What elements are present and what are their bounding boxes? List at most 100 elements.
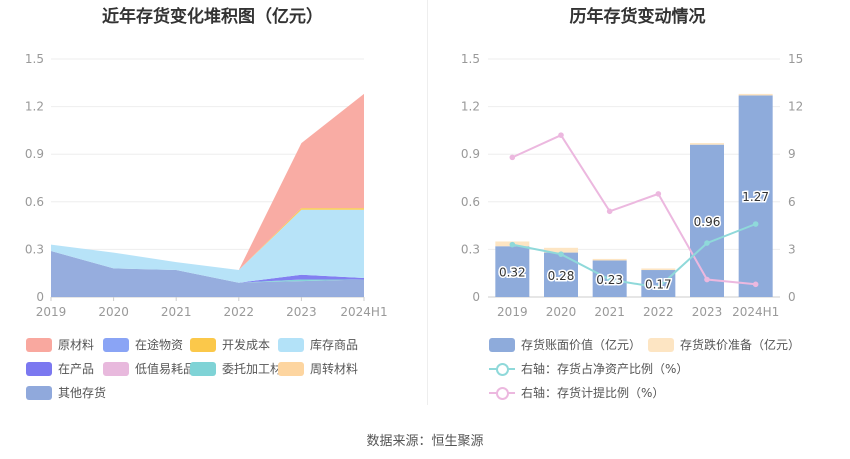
provision-rate-line [511,133,756,286]
bar-data-label: 0.32 [499,266,526,280]
right-x-tick-label: 2024H1 [732,305,779,319]
left-x-tick-label: 2022 [224,305,255,319]
legend-item[interactable]: 库存商品 [278,336,358,353]
provision-rate-point [704,276,710,283]
legend-swatch [26,361,52,376]
legend-item[interactable]: 右轴：存货占净资产比例（%） [489,360,688,377]
provision-rate-point [752,281,759,288]
legend-item[interactable]: 周转材料 [278,360,358,377]
legend-swatch [278,337,304,352]
bar-book-value [641,270,676,297]
bar-data-label: 0.23 [596,273,623,287]
legend-swatch [648,337,674,352]
legend-swatch [489,386,515,400]
inventory-ratio-point [509,241,516,248]
legend-swatch [103,361,129,376]
provision-rate-point [509,154,516,161]
bar-provision [592,258,627,261]
right-x-tick-label: 2019 [497,305,528,319]
right-y2-tick-label: 0 [788,290,796,304]
right-x-tick-label: 2021 [594,305,625,319]
right-y-tick-label: 1.5 [461,52,480,66]
legend-swatch [103,337,129,352]
left-x-tick-label: 2023 [286,305,317,319]
bar-data-label: 0.28 [548,269,575,283]
right-y-tick-label: 0.6 [461,195,480,209]
panel-divider [427,0,428,405]
legend-label: 开发成本 [222,338,271,352]
bar-provision [690,143,724,145]
bar-provision [544,247,578,253]
right-y2-tick-label: 15 [788,52,803,66]
right-y2-tick-label: 9 [788,147,796,161]
legend-label: 库存商品 [310,338,359,352]
bar-book-value [738,95,773,297]
legend-item[interactable]: 原材料 [26,336,94,353]
bar-book-value [690,144,724,297]
legend-swatch [278,361,304,376]
left-y-tick-label: 1.5 [25,52,44,66]
bar-provision [738,93,773,96]
area-原材料 [51,93,364,271]
legend-swatch [489,337,515,352]
legend-item[interactable]: 右轴：存货计提比例（%） [489,384,664,401]
legend-label: 存货跌价准备（亿元） [680,338,801,352]
legend-item[interactable]: 委托加工材料 [190,360,294,377]
left-x-tick-label: 2024H1 [340,305,387,319]
area-其他存货 [51,251,364,297]
left-y-tick-label: 0.3 [25,242,44,256]
legend-label: 在产品 [58,362,95,376]
legend-item[interactable]: 在途物资 [103,336,183,353]
right-y2-tick-label: 6 [788,195,796,209]
left-chart-title: 近年存货变化堆积图（亿元） [102,7,323,27]
legend-swatch [26,385,52,400]
right-x-tick-label: 2022 [643,305,674,319]
left-x-tick-label: 2020 [98,305,129,319]
legend-label: 周转材料 [310,362,359,376]
right-y2-tick-label: 3 [788,242,796,256]
left-y-tick-label: 1.2 [25,100,44,114]
left-x-tick-label: 2021 [161,305,192,319]
legend-item[interactable]: 存货跌价准备（亿元） [648,336,800,353]
area-库存商品 [51,209,364,283]
legend-item[interactable]: 在产品 [26,360,94,377]
provision-rate-point [655,191,662,197]
legend-item[interactable]: 低值易耗品 [103,360,195,377]
inventory-ratio-point [752,221,759,227]
bar-book-value [495,246,530,297]
legend-label: 原材料 [58,338,95,352]
left-y-tick-label: 0.6 [25,195,44,209]
inventory-ratio-point [558,251,564,257]
legend-swatch [190,361,216,376]
legend-label: 在途物资 [135,338,184,352]
right-y-tick-label: 0.9 [461,147,480,161]
provision-rate-point [558,132,564,138]
legend-label: 右轴：存货计提比例（%） [521,386,665,400]
legend-label: 低值易耗品 [135,362,196,376]
legend-swatch [190,337,216,352]
right-x-tick-label: 2023 [692,305,723,319]
right-y-tick-label: 0.3 [461,242,480,256]
right-x-tick-label: 2020 [546,305,577,319]
legend-label: 委托加工材料 [222,362,295,376]
legend-swatch [26,337,52,352]
right-y2-tick-label: 12 [788,100,803,114]
inventory-ratio-line [512,223,757,289]
bar-data-label: 0.17 [645,278,672,292]
area-开发成本 [51,208,364,270]
legend-item[interactable]: 存货账面价值（亿元） [489,336,641,353]
provision-rate-point [606,208,613,215]
bar-data-label: 0.96 [694,215,721,229]
legend-label: 存货账面价值（亿元） [521,338,642,352]
bar-data-label: 1.27 [742,190,769,204]
left-y-tick-label: 0.9 [25,147,44,161]
area-委托加工材料 [51,251,364,283]
legend-item[interactable]: 其他存货 [26,384,106,401]
right-y-tick-label: 0 [472,290,480,304]
legend-label: 其他存货 [58,386,107,400]
inventory-ratio-point [655,284,662,291]
legend-item[interactable]: 开发成本 [190,336,270,353]
right-chart-title: 历年存货变动情况 [569,7,706,27]
legend-swatch [489,362,515,376]
